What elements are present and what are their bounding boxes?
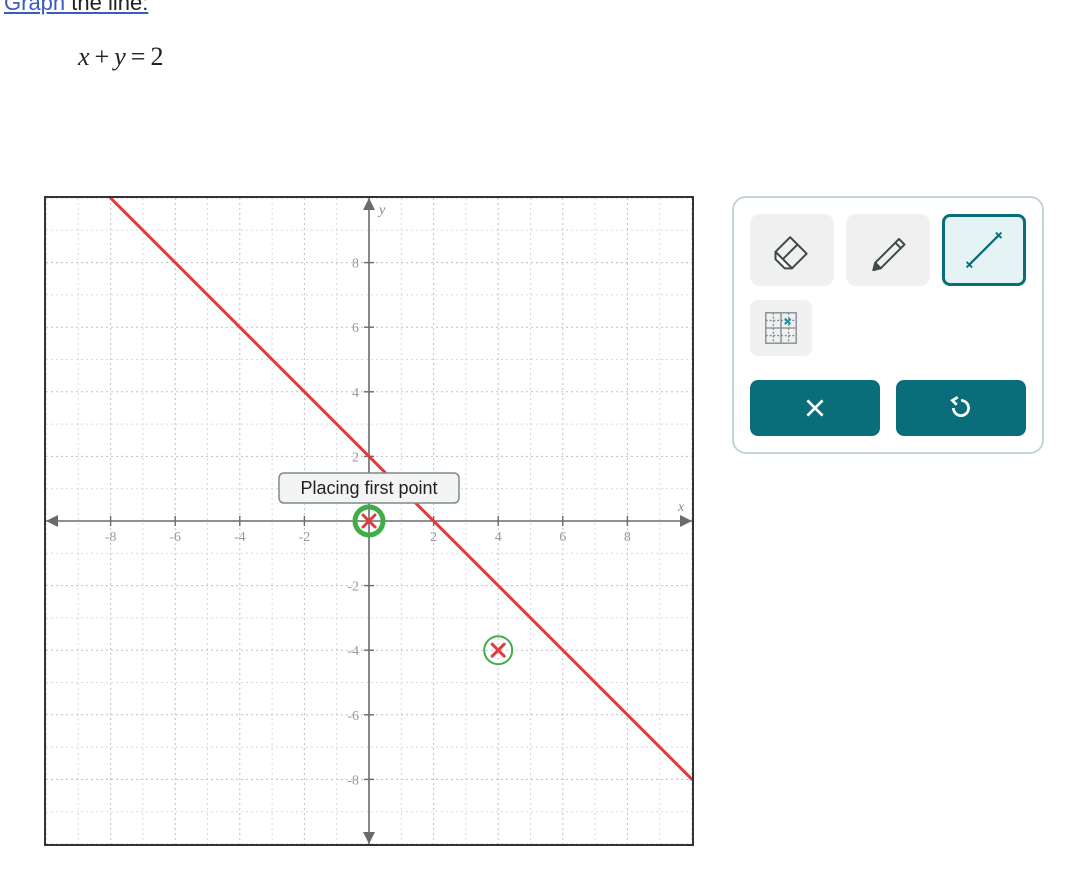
line-tool-icon xyxy=(962,228,1006,272)
pencil-tool[interactable] xyxy=(846,214,930,286)
eraser-tool[interactable] xyxy=(750,214,834,286)
svg-text:x: x xyxy=(677,500,685,515)
svg-text:-2: -2 xyxy=(347,580,359,595)
eraser-icon xyxy=(770,228,814,272)
tool-panel xyxy=(732,196,1044,454)
undo-button[interactable] xyxy=(896,380,1026,436)
clear-button[interactable] xyxy=(750,380,880,436)
undo-icon xyxy=(948,395,974,421)
line-tool[interactable] xyxy=(942,214,1026,286)
graph-link[interactable]: Graph the line: xyxy=(0,0,148,16)
pencil-icon xyxy=(866,228,910,272)
instruction-rest: the line: xyxy=(65,0,148,15)
graph-snap-tool[interactable] xyxy=(750,300,812,356)
svg-text:Placing first point: Placing first point xyxy=(300,478,437,498)
graph-canvas[interactable]: -8 -6 -4 -2 2 4 6 8 -8 -6 -4 -2 2 4 6 8 x y Placing first … xyxy=(44,196,694,846)
svg-text:4: 4 xyxy=(352,386,359,401)
svg-text:-4: -4 xyxy=(234,530,246,545)
svg-text:-2: -2 xyxy=(299,530,311,545)
action-row xyxy=(750,380,1026,436)
svg-text:8: 8 xyxy=(624,530,631,545)
svg-text:8: 8 xyxy=(352,257,359,272)
svg-text:6: 6 xyxy=(559,530,566,545)
svg-text:2: 2 xyxy=(430,530,437,545)
svg-text:-4: -4 xyxy=(347,644,359,659)
svg-text:6: 6 xyxy=(352,321,359,336)
svg-text:4: 4 xyxy=(495,530,502,545)
svg-text:-6: -6 xyxy=(347,709,359,724)
tool-row-2 xyxy=(750,300,1026,356)
graph-svg[interactable]: -8 -6 -4 -2 2 4 6 8 -8 -6 -4 -2 2 4 6 8 x y Placing first … xyxy=(46,198,692,844)
equation: x+y=2 xyxy=(78,42,164,72)
svg-text:-8: -8 xyxy=(105,530,117,545)
link-text: Graph xyxy=(4,0,65,15)
graph-snap-icon xyxy=(762,309,800,347)
x-icon xyxy=(802,395,828,421)
svg-text:-6: -6 xyxy=(169,530,181,545)
svg-text:2: 2 xyxy=(352,450,359,465)
svg-text:-8: -8 xyxy=(347,773,359,788)
tool-row-1 xyxy=(750,214,1026,286)
svg-text:y: y xyxy=(377,203,386,218)
